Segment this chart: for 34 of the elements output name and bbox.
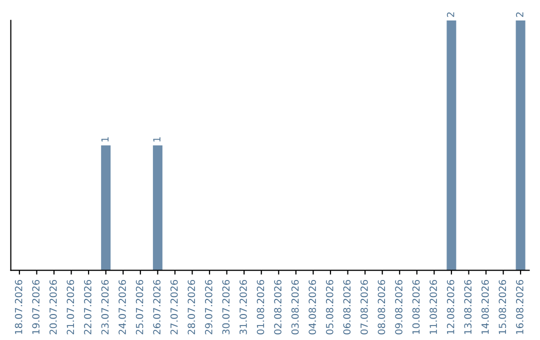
x-tick-label: 08.08.2026 xyxy=(378,280,386,334)
data-label: 1 xyxy=(101,137,109,142)
x-tick-label: 09.08.2026 xyxy=(395,280,402,334)
x-tick-label: 05.08.2026 xyxy=(326,280,334,334)
data-label: 2 xyxy=(446,12,454,17)
data-label: 1 xyxy=(153,137,160,142)
x-tick-label: 11.08.2026 xyxy=(430,280,437,334)
x-tick-label: 07.08.2026 xyxy=(360,280,368,334)
x-tick-label: 20.07.2026 xyxy=(49,280,57,334)
x-tick-label: 03.08.2026 xyxy=(291,280,299,334)
x-tick-label: 16.08.2026 xyxy=(516,280,524,334)
x-tick-label: 01.08.2026 xyxy=(256,280,264,334)
data-label: 2 xyxy=(516,12,524,17)
x-tick-label: 02.08.2026 xyxy=(274,280,282,334)
x-tick-label: 14.08.2026 xyxy=(481,280,489,334)
x-tick-label: 31.07.2026 xyxy=(240,280,247,334)
x-tick-label: 19.07.2026 xyxy=(32,280,40,334)
x-tick-label: 04.08.2026 xyxy=(308,280,316,334)
x-tick-label: 22.07.2026 xyxy=(84,280,92,334)
x-tick-label: 25.07.2026 xyxy=(136,280,144,334)
x-tick-label: 18.07.2026 xyxy=(14,280,22,334)
x-tick-label: 12.08.2026 xyxy=(446,280,454,334)
x-tick-label: 30.07.2026 xyxy=(222,280,230,334)
x-tick-label: 24.07.2026 xyxy=(118,280,126,334)
x-tick-label: 27.07.2026 xyxy=(170,280,178,334)
x-tick-label: 26.07.2026 xyxy=(153,280,160,334)
x-tick-label: 15.08.2026 xyxy=(498,280,506,334)
x-tick-label: 13.08.2026 xyxy=(464,280,472,334)
x-tick-label: 23.07.2026 xyxy=(101,280,109,334)
x-tick-label: 06.08.2026 xyxy=(343,280,351,334)
x-tick-label: 28.07.2026 xyxy=(188,280,196,334)
x-tick-label: 10.08.2026 xyxy=(412,280,420,334)
x-tick-label: 21.07.2026 xyxy=(66,280,74,334)
x-tick-label: 29.07.2026 xyxy=(204,280,212,334)
